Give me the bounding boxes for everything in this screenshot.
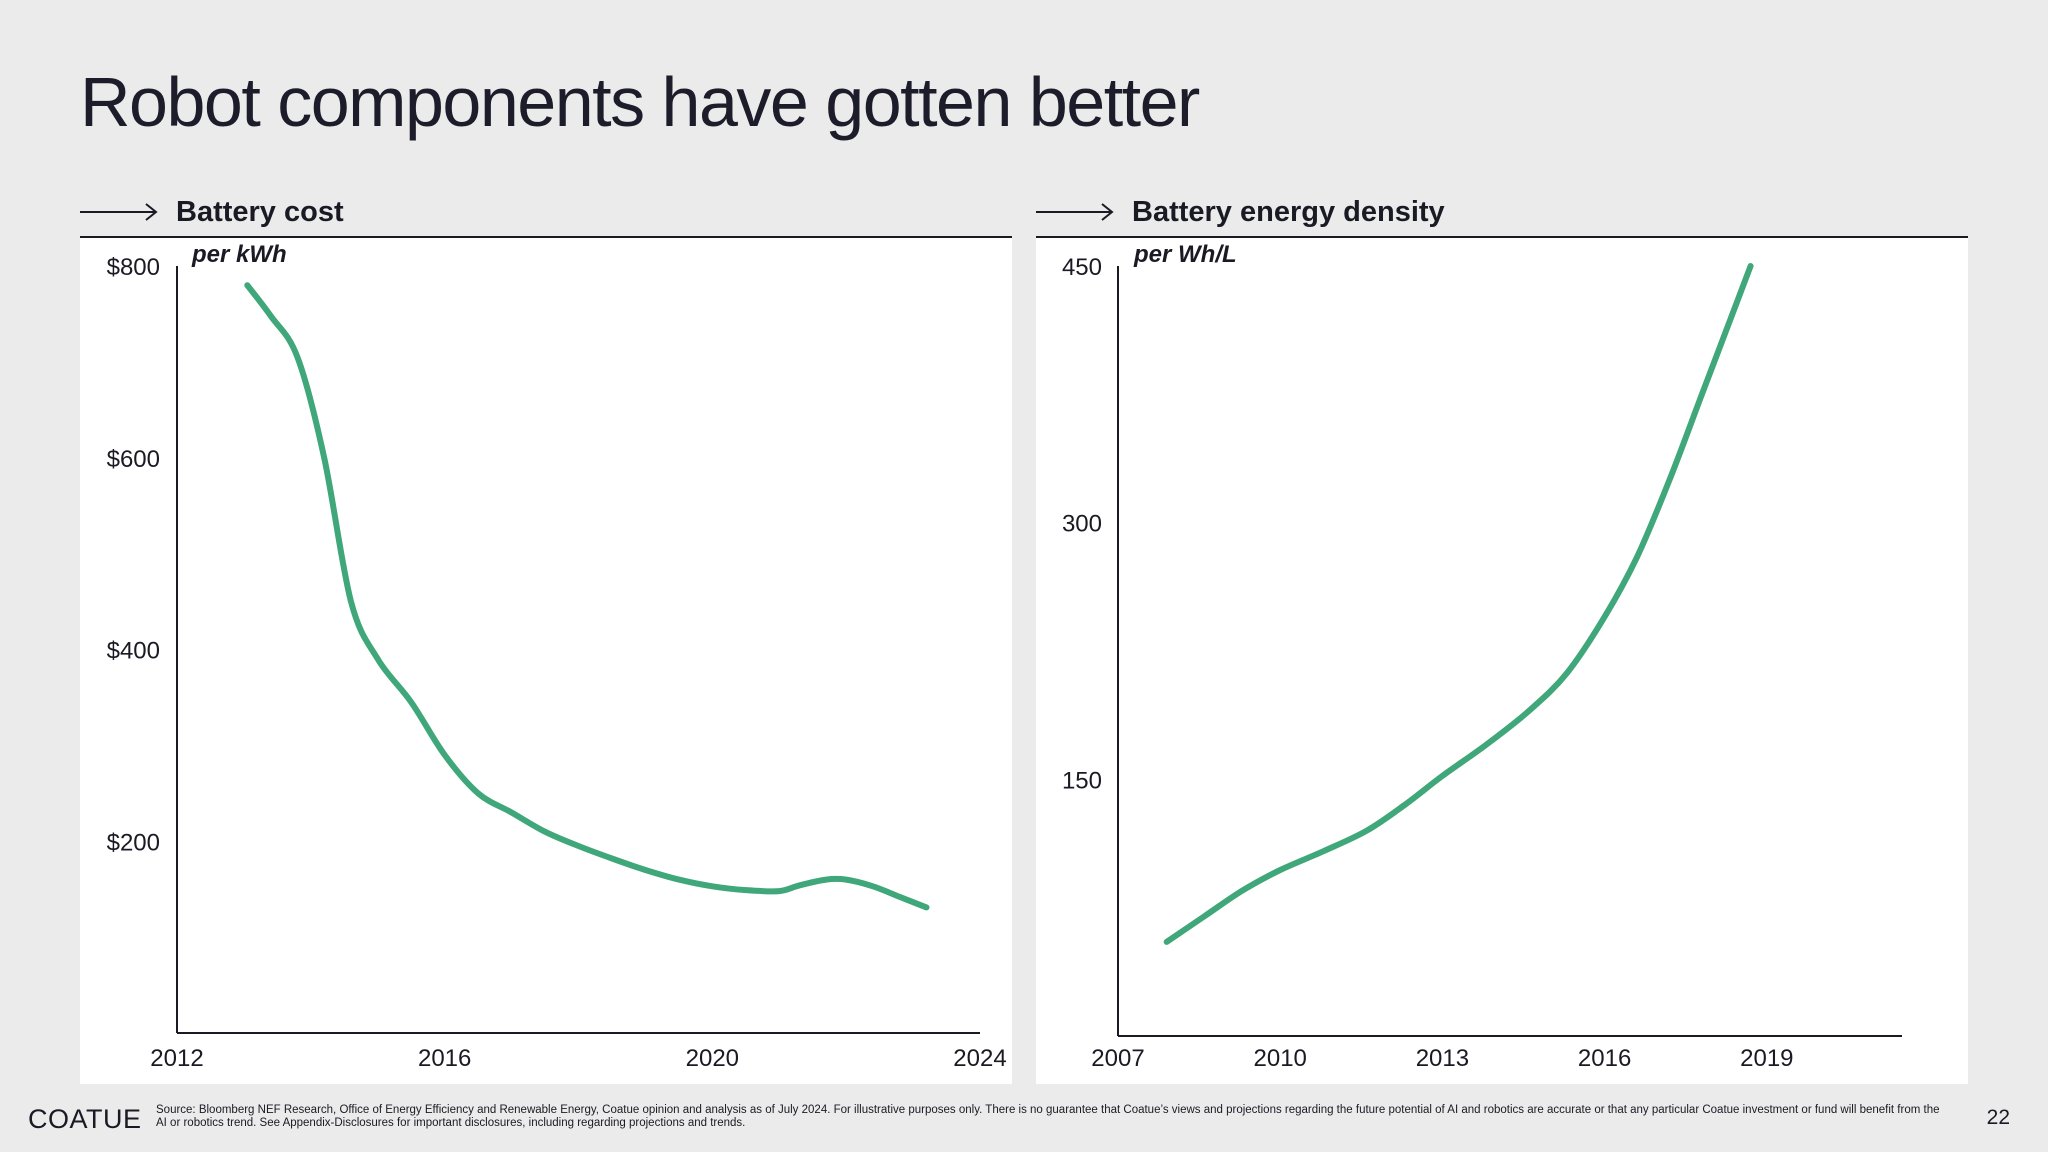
y-tick-label: 150 — [1062, 767, 1102, 794]
page-title: Robot components have gotten better — [80, 63, 1200, 141]
battery-cost-title: Battery cost — [176, 195, 344, 228]
battery-cost-chart: $200 $400 $600 $800 2012 2016 2020 2024 per kWh — [80, 238, 1012, 1084]
y-tick-label: $400 — [107, 638, 160, 665]
battery-cost-plot: $200 $400 $600 $800 2012 2016 2020 2024 per kWh — [107, 241, 1007, 1072]
y-tick-label: $200 — [107, 829, 160, 856]
y-tick-label: $600 — [107, 446, 160, 473]
unit-label: per kWh — [191, 241, 287, 268]
x-tick-label: 2007 — [1091, 1045, 1144, 1072]
battery-density-chart: 150 300 450 2007 2010 2013 2016 2019 per Wh/L — [1036, 238, 1968, 1084]
page-number: 22 — [1986, 1106, 2010, 1129]
battery-cost-header: Battery cost — [80, 188, 1012, 238]
arrow-right-icon — [80, 203, 158, 221]
battery-density-title: Battery energy density — [1132, 195, 1445, 228]
x-tick-label: 2016 — [418, 1045, 471, 1072]
unit-label: per Wh/L — [1133, 241, 1237, 268]
x-tick-label: 2013 — [1416, 1045, 1469, 1072]
x-tick-label: 2019 — [1740, 1045, 1793, 1072]
battery-density-plot: 150 300 450 2007 2010 2013 2016 2019 per Wh/L — [1062, 241, 1902, 1072]
battery-density-header: Battery energy density — [1036, 188, 1968, 238]
y-tick-label: 300 — [1062, 511, 1102, 538]
x-tick-label: 2010 — [1254, 1045, 1307, 1072]
x-tick-label: 2012 — [150, 1045, 203, 1072]
x-tick-label: 2016 — [1578, 1045, 1631, 1072]
arrow-right-icon — [1036, 203, 1114, 221]
x-tick-label: 2020 — [686, 1045, 739, 1072]
x-tick-label: 2024 — [953, 1045, 1006, 1072]
source-note: Source: Bloomberg NEF Research, Office o… — [156, 1104, 1940, 1129]
y-tick-label: 450 — [1062, 254, 1102, 281]
coatue-logo: COATUE — [28, 1104, 142, 1134]
y-tick-label: $800 — [107, 254, 160, 281]
series-line — [1163, 263, 1754, 945]
series-line — [244, 282, 930, 911]
